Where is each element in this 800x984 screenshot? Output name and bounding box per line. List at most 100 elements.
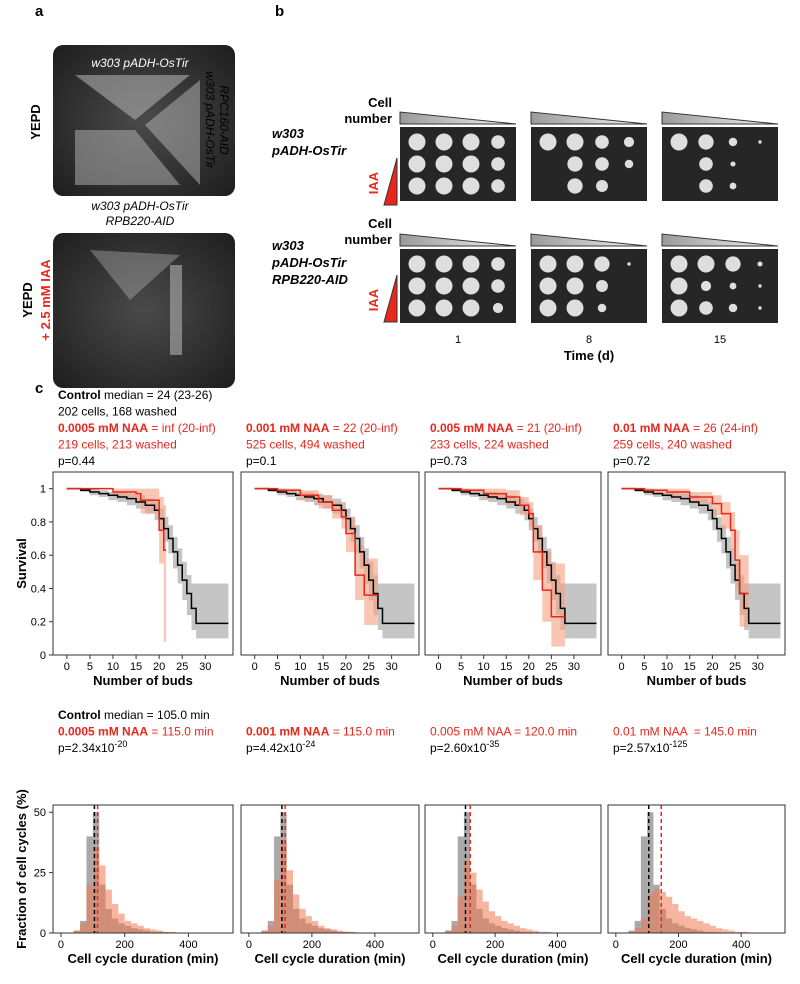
histogram-bar: [507, 923, 514, 933]
histogram-bar: [678, 911, 685, 933]
histogram-bar: [274, 879, 281, 933]
histogram-bar: [324, 928, 331, 933]
day-label: 1: [455, 334, 461, 346]
histogram-bar: [640, 836, 648, 933]
histogram-bar: [628, 931, 635, 933]
x-tick-label: 200: [669, 939, 687, 951]
x-tick-label: 0: [246, 939, 252, 951]
streak-area: [170, 265, 182, 355]
histogram-bar: [665, 896, 673, 933]
colony-spot: [462, 133, 480, 151]
histogram-bar: [162, 931, 170, 933]
histogram-bar: [318, 925, 325, 933]
plot-frame: [607, 471, 786, 656]
cell-number-wedge: [530, 233, 648, 247]
colony-spot: [566, 299, 584, 317]
histogram-bar: [286, 870, 293, 933]
histogram-bar: [659, 891, 666, 933]
survival-curve: [621, 487, 749, 595]
histogram-bar: [80, 923, 87, 933]
annotation-part: -20: [114, 739, 127, 749]
annotation: p=0.1: [246, 454, 277, 468]
histogram-bar: [445, 930, 452, 933]
streak-area: [75, 75, 190, 120]
histogram-bar: [330, 929, 338, 933]
histogram-bar: [538, 931, 545, 933]
histogram-bar: [131, 923, 138, 933]
histogram-bar: [634, 928, 641, 933]
histogram-bar: [457, 836, 464, 933]
x-tick-label: 5: [87, 661, 93, 673]
colony-spot: [627, 262, 631, 266]
plate-photo: [53, 233, 235, 388]
confidence-band: [621, 488, 781, 639]
annotation-part: = 115.0 min: [329, 725, 394, 739]
cell-number-wedge: [399, 233, 517, 247]
histogram-bar: [532, 930, 539, 933]
histogram-bar: [734, 931, 742, 933]
histogram-bar: [299, 908, 306, 933]
colony-spot: [539, 299, 557, 317]
y-tick-label: 50: [34, 807, 46, 819]
confidence-band: [438, 488, 597, 639]
annotation: Control median = 105.0 min: [58, 708, 210, 722]
histogram-bar: [501, 920, 508, 933]
annotation: 0.0005 mM NAA = inf (20-inf): [58, 421, 216, 435]
plot-frame: [607, 804, 786, 934]
colony-spot: [435, 255, 453, 273]
histogram-bar: [451, 925, 458, 933]
treatment-label: IAA: [366, 171, 381, 194]
histogram-bar: [349, 931, 356, 933]
survival-chart: 0.01 mM NAA = 26 (24-inf) 259 cells, 240 …: [607, 421, 786, 688]
x-tick-label: 400: [366, 939, 384, 951]
cell-number-wedge: [530, 111, 648, 125]
x-tick-label: 20: [153, 661, 165, 673]
plot-frame: [240, 804, 420, 934]
colony-spot: [725, 256, 741, 272]
x-tick-label: 0: [613, 939, 619, 951]
annotation-part: p=2.60x10: [430, 741, 487, 755]
colony-spot: [758, 140, 762, 144]
day-label: 15: [714, 334, 726, 346]
annotation-part: p=0.1: [246, 454, 277, 468]
histogram-bar: [722, 929, 729, 933]
annotation: 219 cells, 213 washed: [58, 438, 177, 452]
x-tick-label: 400: [179, 939, 197, 951]
annotation-part: 233 cells, 224 washed: [430, 438, 549, 452]
colony-spot: [462, 277, 480, 295]
colony-spot: [567, 156, 583, 172]
plot-frame: [52, 804, 234, 934]
annotation: p=0.44: [58, 454, 95, 468]
annotation-part: 0.01 mM NAA = 145.0 min: [613, 725, 757, 739]
colony-spot: [435, 299, 453, 317]
annotation: 0.0005 mM NAA = 115.0 min: [58, 725, 214, 739]
annotation: p=4.42x10-24: [246, 739, 315, 755]
histogram-bar: [86, 884, 93, 933]
annotation-part: median = 24 (23-26): [101, 388, 213, 402]
histogram-bar: [137, 925, 144, 933]
confidence-band: [66, 488, 167, 642]
colony-spot: [700, 280, 712, 292]
x-tick-label: 10: [661, 661, 673, 673]
colony-spot: [728, 137, 738, 147]
histogram-bar: [520, 928, 527, 933]
x-axis-label: Cell cycle duration (min): [255, 951, 406, 966]
annotation: 0.001 mM NAA = 115.0 min: [246, 725, 395, 739]
x-tick-label: 400: [548, 939, 566, 951]
histogram-bar: [73, 930, 81, 933]
strain-label: w303: [272, 126, 305, 141]
medium-label: YEPD: [20, 282, 35, 317]
colony-spot: [758, 284, 762, 288]
histogram-bar: [311, 920, 319, 933]
annotation-part: -35: [486, 739, 499, 749]
x-tick-label: 25: [545, 661, 557, 673]
annotation: p=0.73: [430, 454, 467, 468]
y-tick-label: 0.4: [31, 583, 46, 595]
colony-spot: [566, 255, 584, 273]
colony-spot: [408, 255, 426, 273]
colony-spot: [566, 133, 584, 151]
colony-spot: [595, 157, 609, 171]
annotation: 259 cells, 240 washed: [613, 438, 732, 452]
colony-spot: [699, 157, 713, 171]
